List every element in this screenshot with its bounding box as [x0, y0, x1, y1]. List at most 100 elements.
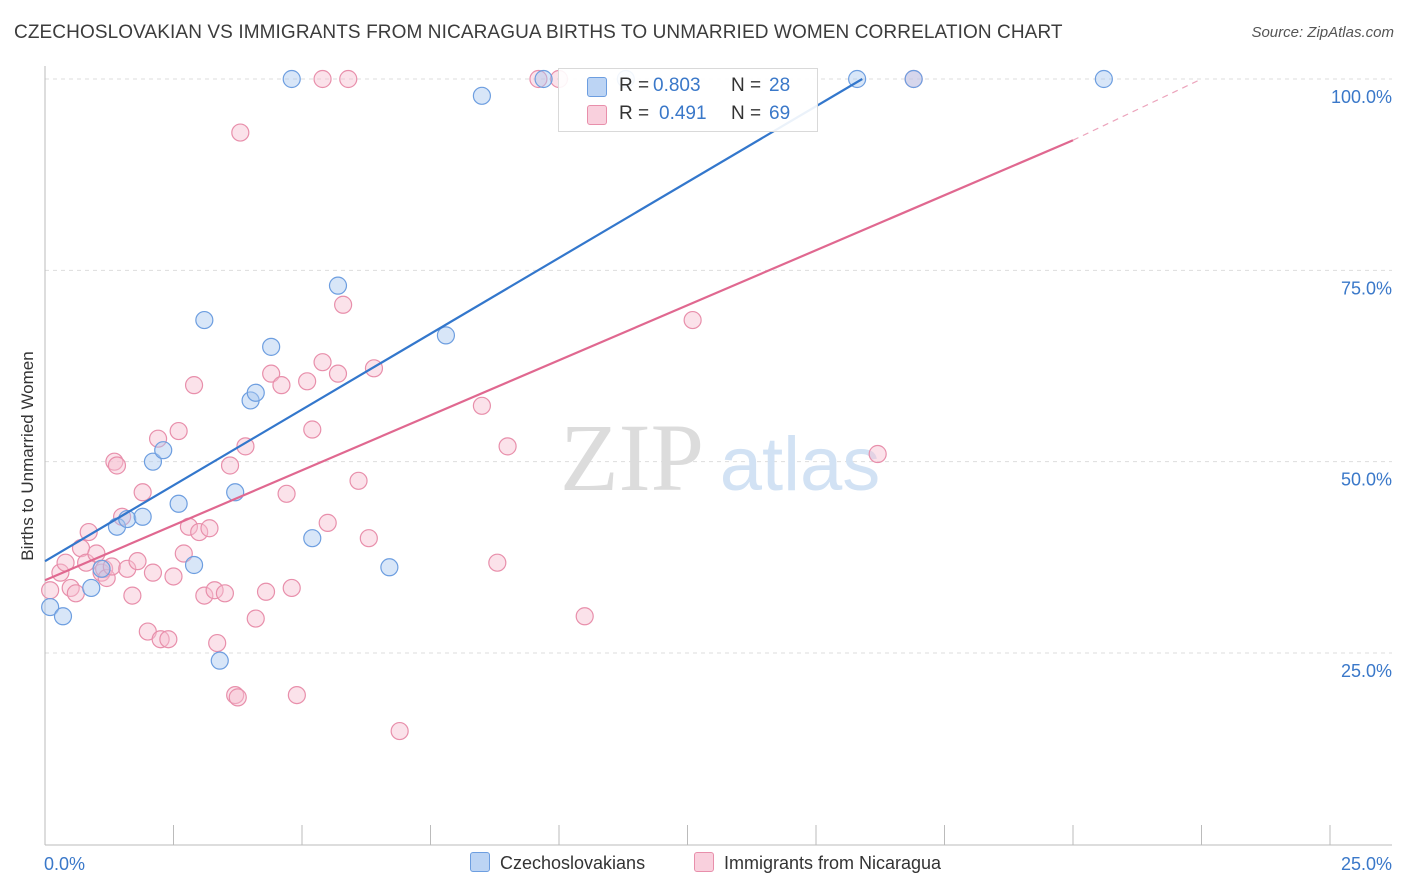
- data-point: [210, 651, 229, 670]
- data-point: [868, 444, 887, 464]
- data-point: [436, 326, 456, 345]
- source-credit: Source: ZipAtlas.com: [1251, 24, 1394, 41]
- x-tick-label: 0.0%: [44, 854, 85, 874]
- data-points: [41, 69, 1113, 741]
- data-point: [164, 567, 183, 586]
- data-point: [174, 544, 193, 563]
- data-point: [277, 484, 296, 503]
- data-point: [148, 429, 168, 448]
- trend-lines: [44, 78, 1202, 582]
- data-point: [848, 69, 867, 89]
- legend-swatch-nicaragua: [694, 852, 714, 872]
- legend-row-czechoslovakians: R = 0.803 N = 28: [559, 73, 817, 101]
- chart-title: CZECHOSLOVAKIAN VS IMMIGRANTS FROM NICAR…: [14, 22, 1063, 43]
- data-point: [92, 559, 111, 578]
- data-point: [904, 69, 923, 89]
- y-tick-label: 50.0%: [1341, 470, 1392, 490]
- data-point: [328, 364, 348, 383]
- data-point: [488, 553, 507, 572]
- data-point: [151, 630, 170, 649]
- y-axis-label: Births to Unmarried Women: [18, 351, 37, 561]
- data-point: [128, 552, 147, 571]
- data-point: [390, 721, 409, 741]
- data-point: [226, 685, 245, 705]
- data-point: [154, 441, 173, 460]
- gridlines: [45, 78, 1392, 654]
- stats-legend: R = 0.803 N = 28 R = 0.491 N = 69: [558, 68, 818, 132]
- n-label: N =: [731, 75, 762, 96]
- data-point: [380, 558, 399, 577]
- legend-item-czechoslovakians: Czechoslovakians: [470, 852, 645, 874]
- data-point: [169, 494, 188, 513]
- data-point: [339, 69, 358, 89]
- data-point: [334, 295, 353, 314]
- data-point: [97, 568, 116, 588]
- data-point: [184, 555, 204, 575]
- n-value: 28: [769, 75, 791, 96]
- data-point: [349, 471, 368, 490]
- data-point: [236, 437, 255, 456]
- data-point: [1094, 69, 1113, 89]
- data-point: [272, 376, 291, 395]
- data-point: [246, 609, 265, 628]
- data-point: [143, 452, 163, 471]
- legend-row-nicaragua: R = 0.491 N = 69: [559, 101, 817, 129]
- data-point: [303, 420, 322, 439]
- data-point: [318, 513, 337, 532]
- watermark-atlas: atlas: [720, 422, 881, 507]
- data-point: [328, 276, 348, 295]
- data-point: [220, 456, 240, 475]
- data-point: [200, 519, 219, 538]
- data-point: [256, 582, 276, 601]
- data-point: [133, 507, 152, 526]
- data-point: [190, 522, 209, 542]
- trend-line: [44, 78, 863, 563]
- data-point: [472, 86, 491, 105]
- data-point: [41, 581, 60, 600]
- n-value: 69: [769, 103, 791, 124]
- data-point: [41, 597, 60, 617]
- data-point: [282, 578, 301, 598]
- data-point: [123, 586, 142, 605]
- watermark: ZIP atlas: [560, 404, 880, 511]
- data-point: [303, 529, 322, 548]
- data-point: [66, 584, 85, 603]
- data-point: [133, 483, 152, 502]
- r-value: 0.491: [659, 103, 707, 124]
- data-point: [231, 123, 250, 142]
- r-value: 0.803: [653, 75, 701, 96]
- data-point: [205, 581, 224, 600]
- data-point: [208, 633, 227, 653]
- legend-item-nicaragua: Immigrants from Nicaragua: [694, 852, 941, 874]
- data-point: [195, 310, 214, 330]
- r-label: R =: [619, 75, 650, 96]
- legend-label: Czechoslovakians: [500, 853, 646, 873]
- data-point: [82, 578, 101, 598]
- data-point: [529, 69, 548, 89]
- data-point: [262, 337, 281, 356]
- data-point: [79, 522, 98, 542]
- data-point: [262, 364, 281, 383]
- trend-line-extension: [1072, 78, 1202, 141]
- data-point: [498, 437, 517, 456]
- data-point: [107, 456, 127, 475]
- data-point: [118, 559, 137, 578]
- tick-labels: 25.0% 50.0% 75.0% 100.0% 0.0% 25.0%: [44, 87, 1392, 874]
- data-point: [683, 310, 702, 330]
- data-point: [169, 421, 188, 441]
- data-point: [184, 376, 204, 395]
- data-point: [287, 685, 306, 705]
- legend-swatch-nicaragua: [587, 105, 607, 125]
- y-tick-label: 75.0%: [1341, 278, 1392, 298]
- x-tick-label: 25.0%: [1341, 854, 1392, 874]
- data-point: [359, 529, 378, 548]
- data-point: [61, 578, 80, 598]
- data-point: [534, 69, 553, 89]
- axes: [44, 66, 1392, 846]
- data-point: [143, 563, 163, 582]
- data-point: [246, 383, 265, 402]
- n-label: N =: [731, 103, 762, 124]
- r-label: R =: [619, 103, 650, 124]
- y-tick-label: 100.0%: [1331, 87, 1392, 107]
